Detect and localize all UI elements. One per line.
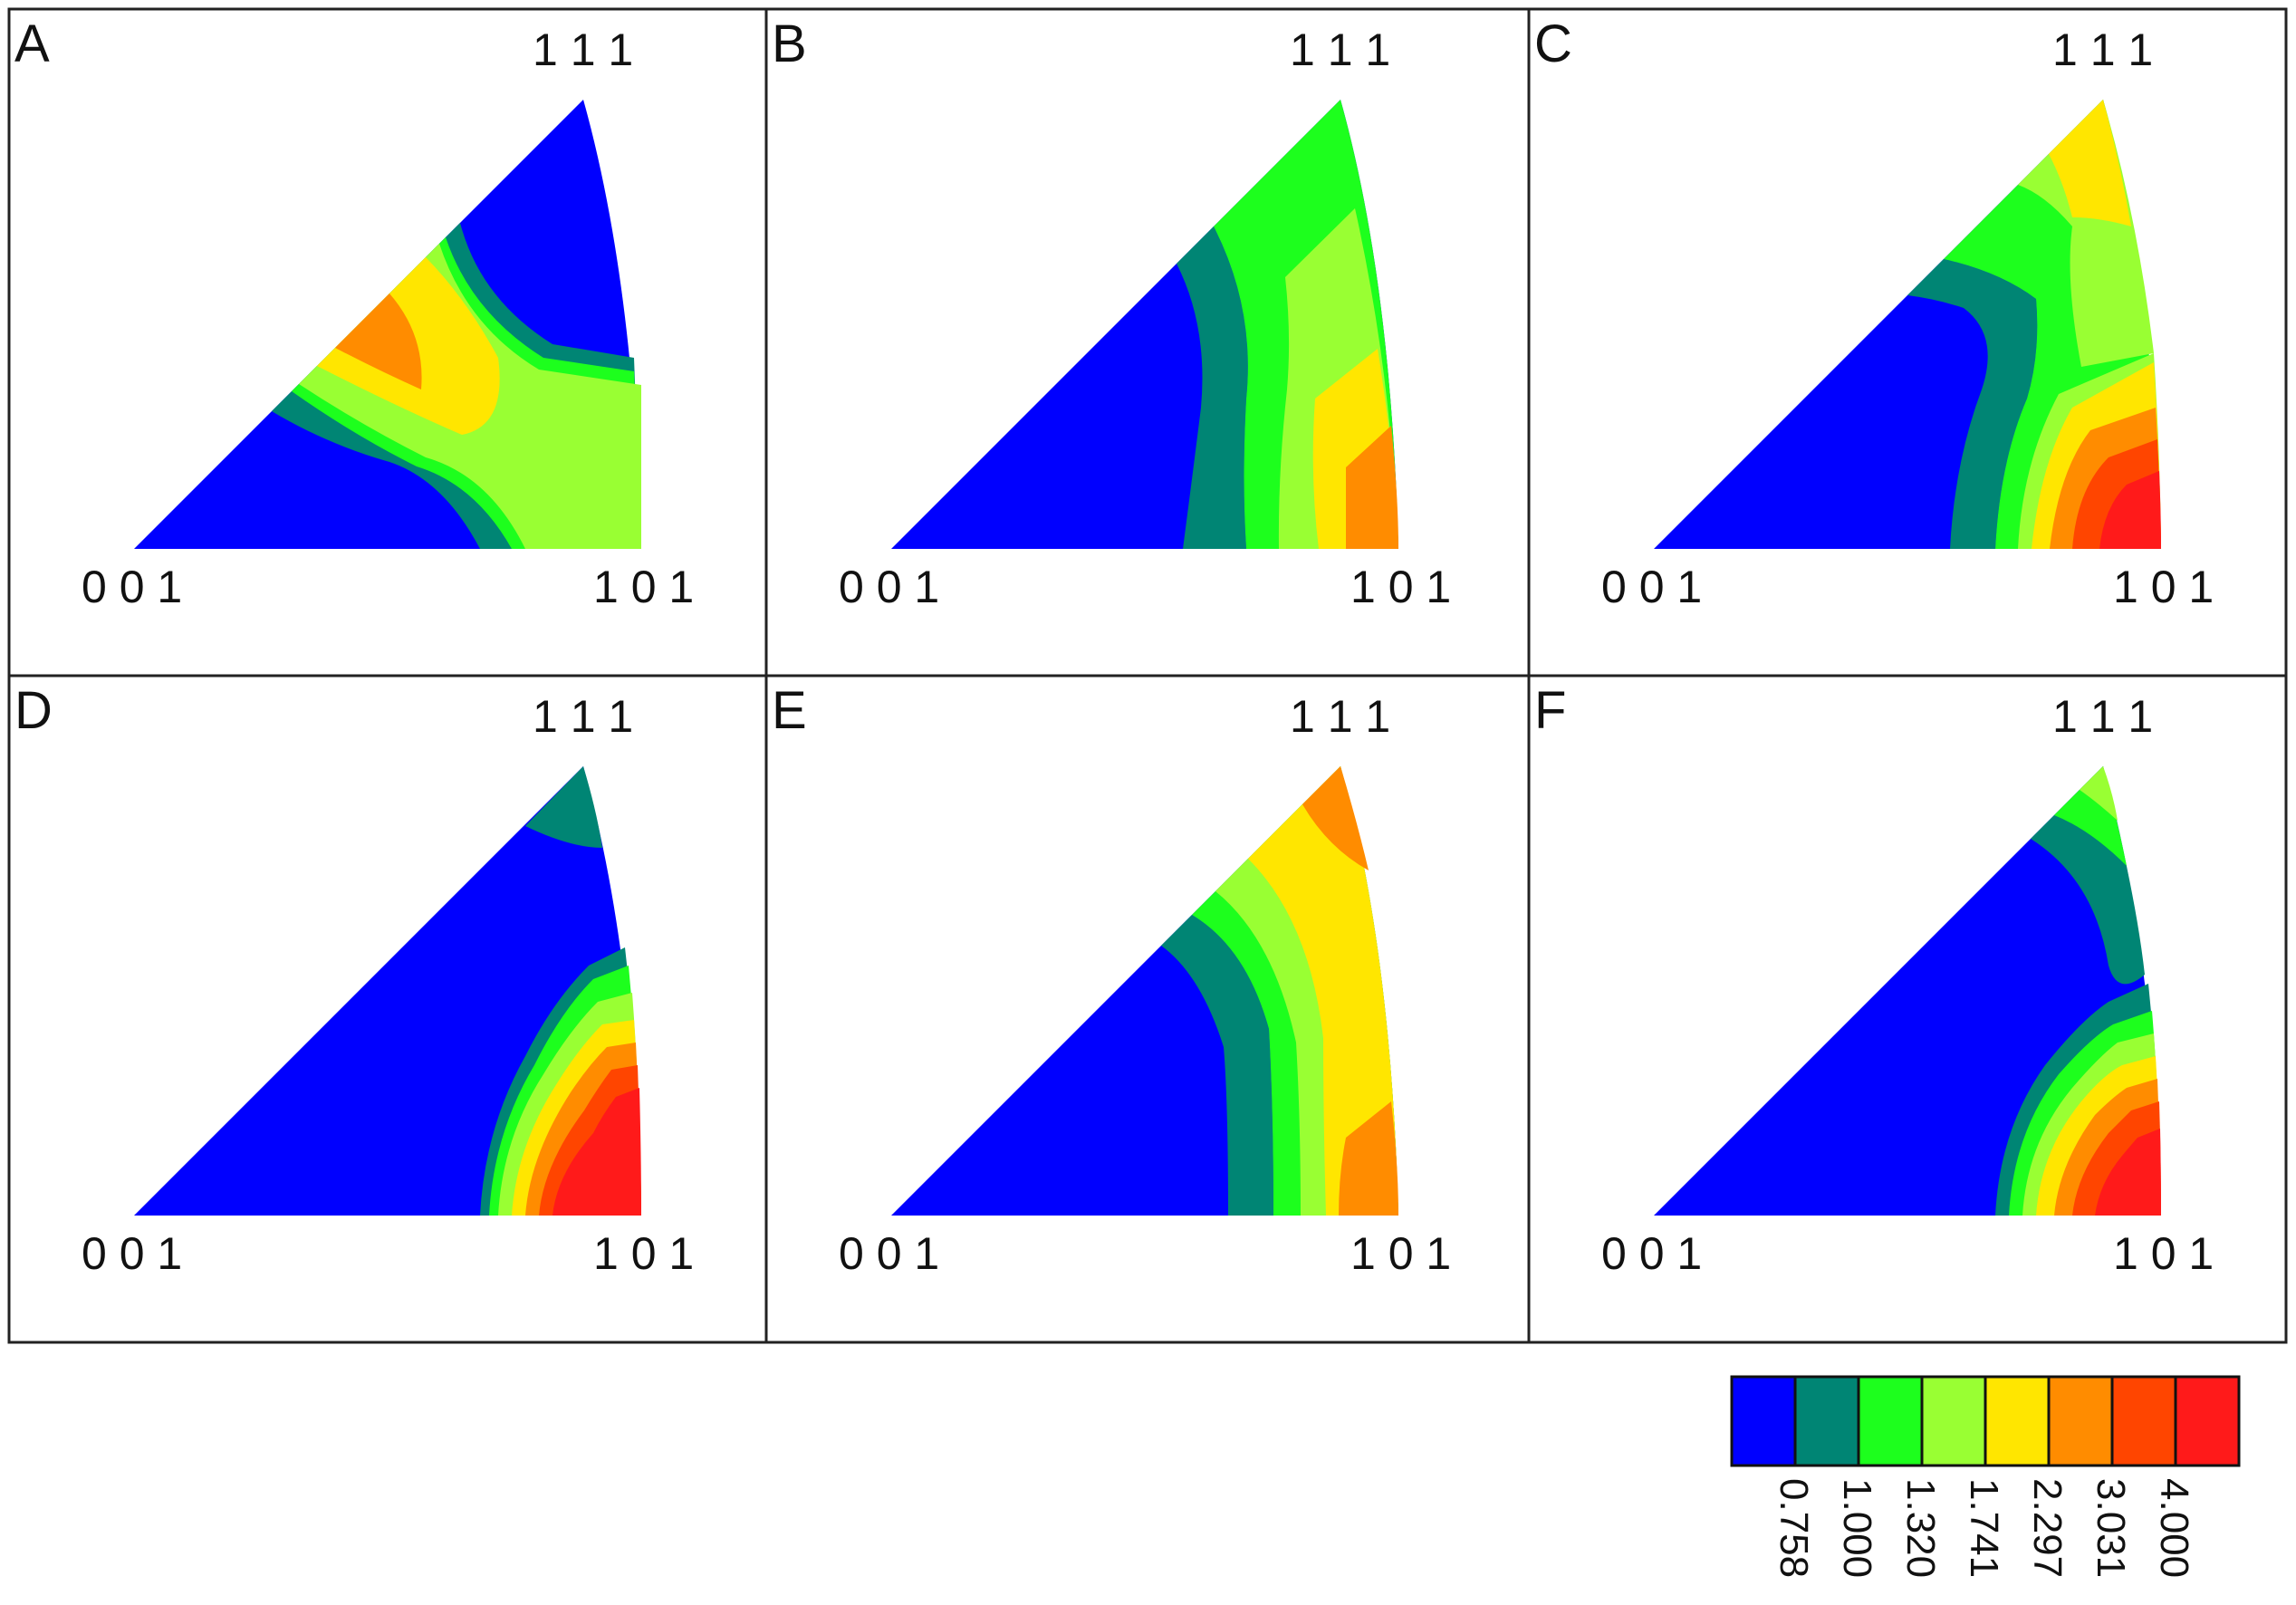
panel-letter: D [14,681,53,740]
panel-letter: A [14,14,50,73]
contour-level-1 [1177,226,1248,549]
corner-label-001: 0 0 1 [82,562,182,612]
legend-tick-label: 3.031 [2089,1478,2133,1578]
panel-letter: C [1534,14,1572,73]
legend-swatch-3 [1920,1375,1987,1467]
corner-label-111: 1 1 1 [1290,24,1390,75]
corner-label-111: 1 1 1 [2052,691,2153,742]
ipf-contour-map [134,766,641,1216]
corner-label-001: 0 0 1 [1601,562,1702,612]
corner-label-001: 0 0 1 [839,562,939,612]
legend-tick-label: 2.297 [2025,1478,2070,1578]
legend-swatch-1 [1793,1375,1860,1467]
ipf-contour-map [1654,766,2161,1216]
contour-level-7 [2099,471,2161,549]
panel-letter: E [772,681,807,740]
panel-b: B 1 1 1 0 0 1 1 0 1 [764,7,1531,678]
contour-level-5 [1346,426,1398,549]
corner-label-101: 1 0 1 [593,1228,694,1279]
panel-e: E 1 1 1 0 0 1 1 0 1 [764,674,1531,1344]
contour-level-4 [1248,766,1398,1216]
corner-label-101: 1 0 1 [1350,1228,1451,1279]
corner-label-111: 1 1 1 [533,691,633,742]
contour-level-1 [1161,915,1273,1216]
corner-label-101: 1 0 1 [593,562,694,612]
corner-label-001: 0 0 1 [82,1228,182,1279]
ipf-contour-map [1654,100,2161,549]
ipf-contour-map [891,100,1398,549]
legend-swatch-2 [1857,1375,1924,1467]
contour-level-1 [1907,259,2038,549]
corner-label-101: 1 0 1 [1350,562,1451,612]
panel-c: C 1 1 1 0 0 1 1 0 1 [1527,7,2288,678]
panel-f: F 1 1 1 0 0 1 1 0 1 [1527,674,2288,1344]
legend-tick-label: 4.000 [2152,1478,2196,1578]
panel-d: D 1 1 1 0 0 1 1 0 1 [7,674,768,1344]
legend-swatch-5 [2047,1375,2114,1467]
corner-label-111: 1 1 1 [533,24,633,75]
contour-level-7 [2095,1129,2161,1216]
panel-letter: F [1534,681,1566,740]
legend-tick-label: 1.320 [1898,1478,1943,1578]
legend-tick-label: 1.000 [1835,1478,1879,1578]
corner-label-101: 1 0 1 [2113,1228,2214,1279]
corner-label-111: 1 1 1 [2052,24,2153,75]
legend-swatch-0 [1730,1375,1797,1467]
legend-tick-label: 0.758 [1772,1478,1816,1578]
legend-swatch-4 [1984,1375,2051,1467]
color-scale-legend: 0.758 1.000 1.320 1.741 2.297 3.031 4.00… [1730,1375,2241,1578]
corner-label-001: 0 0 1 [1601,1228,1702,1279]
corner-label-001: 0 0 1 [839,1228,939,1279]
legend-swatch-6 [2110,1375,2177,1467]
corner-label-101: 1 0 1 [2113,562,2214,612]
corner-label-111: 1 1 1 [1290,691,1390,742]
contour-level-5 [335,293,422,389]
legend-tick-label: 1.741 [1962,1478,2006,1578]
contour-level-7 [552,1088,641,1216]
contour-level-5 [1302,766,1398,1216]
ipf-contour-map [891,766,1398,1216]
legend-swatch-7 [2174,1375,2241,1467]
panel-a: A 1 1 1 0 0 1 1 0 1 [7,7,768,678]
ipf-contour-map [134,100,641,549]
panel-letter: B [772,14,807,73]
